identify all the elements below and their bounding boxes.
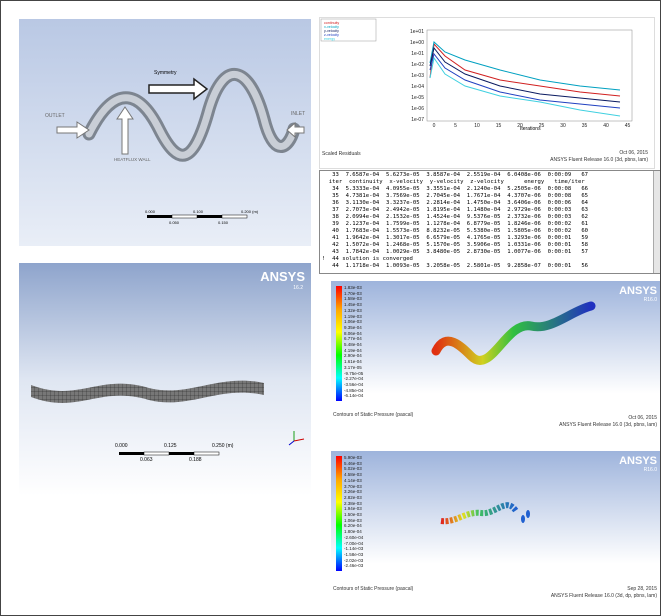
y-tick-label: 1e+01 [410, 29, 424, 35]
residual-plot: 1e+01 1e+00 1e-01 1e-02 1e-03 1e-04 1e-05 1e-06… [320, 18, 654, 168]
y-tick-label: 1e-05 [411, 95, 424, 101]
y-tick-label: 1e-02 [411, 62, 424, 68]
console-line: ! 44 solution is converged [322, 256, 588, 263]
x-tick-label: 40 [603, 123, 609, 129]
x-tick-label: 5 [454, 123, 457, 129]
mesh-panel: ANSYS 16.2 0.000 0.125 0.250 (m) 0.063 0… [19, 263, 311, 496]
x-tick-label: 35 [582, 123, 588, 129]
contour-date: Sep 28, 2015 [627, 586, 657, 592]
console-line: iter continuity x-velocity y-velocity z-… [322, 179, 588, 186]
contour-caption: Contours of Static Pressure (pascal) [333, 412, 413, 418]
contour-drawing [331, 281, 661, 431]
console-line: 33 7.6587e-04 5.6273e-05 3.8587e-04 2.55… [322, 172, 588, 179]
scale-label: 0.050 [169, 220, 179, 225]
ansys-version: 16.2 [293, 285, 303, 291]
residuals-panel: 1e+01 1e+00 1e-01 1e-02 1e-03 1e-04 1e-05 1e-06… [319, 17, 655, 169]
scrollbar[interactable] [653, 171, 660, 273]
mesh-drawing [19, 263, 311, 496]
ansys-version: R16.0 [644, 297, 657, 303]
scale-label: 0.250 (m) [212, 443, 233, 449]
label-symmetry: Symmetry [154, 70, 177, 76]
label-inlet: INLET [291, 111, 305, 117]
ansys-logo: ANSYS [619, 455, 657, 467]
contour-release: ANSYS Fluent Release 16.0 (3d, dp, pbns,… [551, 593, 657, 599]
scale-label: 0.125 [164, 443, 177, 449]
scale-label: 0.000 [145, 209, 155, 214]
ansys-logo: ANSYS [260, 269, 305, 284]
x-tick-label: 10 [474, 123, 480, 129]
console-line: 37 2.7073e-04 2.4942e-05 1.8195e-04 1.14… [322, 207, 588, 214]
y-tick-label: 1e-06 [411, 106, 424, 112]
contour-date: Oct 06, 2015 [628, 415, 657, 421]
scale-label: 0.150 [218, 220, 228, 225]
y-tick-label: 1e+00 [410, 40, 424, 46]
residual-release: ANSYS Fluent Release 16.0 (3d, pbns, lam… [550, 157, 648, 163]
y-tick-label: 1e-04 [411, 84, 424, 90]
console-text: 33 7.6587e-04 5.6273e-05 3.8587e-04 2.55… [322, 172, 588, 270]
x-tick-label: 30 [560, 123, 566, 129]
label-outlet: OUTLET [45, 113, 65, 119]
console-panel: 33 7.6587e-04 5.6273e-05 3.8587e-04 2.55… [319, 170, 661, 274]
scale-label: 0.063 [140, 457, 153, 463]
residual-caption: Scaled Residuals [322, 151, 361, 157]
console-line: 35 4.7381e-04 3.7569e-05 2.7045e-04 1.76… [322, 193, 588, 200]
console-line: 39 2.1237e-04 1.7599e-05 1.1278e-04 6.87… [322, 221, 588, 228]
console-line: 44 1.1718e-04 1.0093e-05 3.2058e-05 2.58… [322, 263, 588, 270]
ansys-version: R16.0 [644, 467, 657, 473]
y-tick-label: 1e-03 [411, 73, 424, 79]
y-tick-label: 1e-01 [411, 51, 424, 57]
scale-label: 0.200 (m) [241, 209, 258, 214]
scale-label: 0.000 [115, 443, 128, 449]
contour-drawing [331, 451, 661, 601]
console-line: 41 1.9642e-04 1.3017e-05 6.6579e-05 4.17… [322, 235, 588, 242]
console-line: 43 1.7842e-04 1.0029e-05 3.8480e-05 2.87… [322, 249, 588, 256]
console-line: 40 1.7683e-04 1.5573e-05 8.8232e-05 5.53… [322, 228, 588, 235]
x-tick-label: 0 [433, 123, 436, 129]
x-axis-label: Iterations [520, 126, 541, 132]
console-line: 38 2.0994e-04 2.1532e-05 1.4524e-04 9.53… [322, 214, 588, 221]
console-line: 36 3.1130e-04 3.3237e-05 2.2814e-04 1.47… [322, 200, 588, 207]
residual-date: Oct 06, 2015 [619, 150, 648, 156]
scale-label: 0.100 [193, 209, 203, 214]
ansys-logo: ANSYS [619, 285, 657, 297]
contour-release: ANSYS Fluent Release 16.0 (3d, pbns, lam… [559, 422, 657, 428]
x-tick-label: 45 [625, 123, 631, 129]
geometry-drawing [19, 19, 311, 246]
geometry-panel: Symmetry OUTLET INLET HEATFLUX WALL 0.00… [19, 19, 311, 246]
y-tick-label: 1e-07 [411, 117, 424, 123]
figure: Symmetry OUTLET INLET HEATFLUX WALL 0.00… [0, 0, 661, 616]
label-wall: HEATFLUX WALL [114, 157, 151, 162]
contour-caption: Contours of Static Pressure (pascal) [333, 586, 413, 592]
legend-entry: energy [324, 37, 335, 41]
x-tick-label: 15 [496, 123, 502, 129]
console-line: 34 5.3333e-04 4.0955e-05 3.3551e-04 2.12… [322, 186, 588, 193]
console-line: 42 1.5072e-04 1.2468e-05 5.1570e-05 3.59… [322, 242, 588, 249]
scale-label: 0.188 [189, 457, 202, 463]
